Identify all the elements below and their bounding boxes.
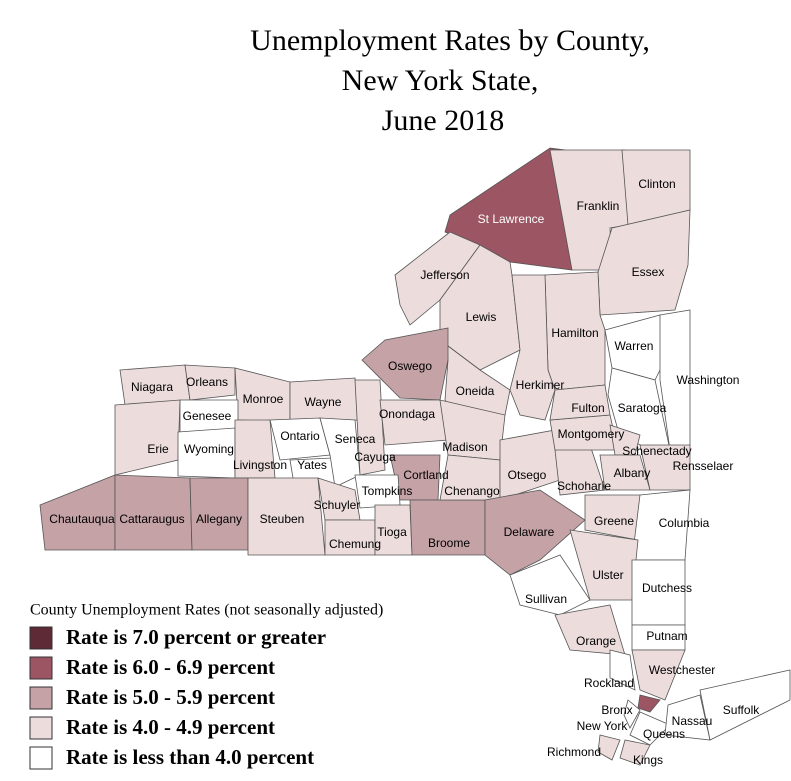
- county-label: Wyoming: [184, 442, 234, 456]
- legend-label: Rate is 6.0 - 6.9 percent: [66, 655, 275, 679]
- county: [114, 399, 181, 476]
- county: [184, 364, 236, 401]
- legend-swatch: [29, 686, 53, 710]
- county-label: Niagara: [131, 380, 173, 394]
- county-label: Rockland: [584, 676, 634, 690]
- county-label: Cortland: [403, 468, 448, 482]
- county-label: Washington: [677, 373, 740, 387]
- county-label: Schuyler: [314, 498, 361, 512]
- county-label: Tompkins: [362, 484, 413, 498]
- county: [631, 649, 686, 701]
- county-label: Chautauqua: [49, 512, 115, 526]
- county-label: Albany: [614, 466, 651, 480]
- county-label: Rensselaer: [673, 459, 734, 473]
- county-label: Monroe: [243, 392, 284, 406]
- county: [699, 669, 791, 741]
- county-label: Kings: [633, 753, 663, 767]
- county-label: Westchester: [649, 663, 715, 677]
- county: [509, 554, 591, 616]
- county-label: Herkimer: [516, 378, 565, 392]
- county-label: Oswego: [388, 359, 432, 373]
- county-label: Wayne: [305, 395, 342, 409]
- counties: [39, 147, 791, 766]
- county-label: Chemung: [329, 537, 381, 551]
- county-label: Suffolk: [723, 703, 760, 717]
- county-label: Ontario: [280, 429, 320, 443]
- county-label: Bronx: [601, 703, 632, 717]
- county-label: Ulster: [592, 568, 623, 582]
- county-label: Erie: [147, 442, 169, 456]
- title-line: June 2018: [382, 104, 505, 137]
- county-label: Oneida: [456, 384, 495, 398]
- county-label: Essex: [632, 265, 665, 279]
- county-label: Madison: [442, 440, 487, 454]
- county-label: Clinton: [638, 177, 675, 191]
- county-label: Saratoga: [618, 401, 667, 415]
- county-label: Greene: [594, 514, 634, 528]
- legend-label: Rate is less than 4.0 percent: [66, 745, 314, 769]
- county: [549, 384, 611, 421]
- legend: Rate is 7.0 percent or greater Rate is 6.…: [29, 625, 326, 770]
- county: [623, 699, 641, 729]
- legend-label: Rate is 5.0 - 5.9 percent: [66, 685, 275, 709]
- county-label: Orange: [576, 634, 616, 648]
- legend-swatch: [29, 716, 53, 740]
- county: [354, 379, 386, 476]
- county-label: New York: [577, 719, 629, 733]
- county: [609, 649, 636, 691]
- county-label: Franklin: [577, 199, 620, 213]
- county-label: Cattaraugus: [119, 512, 184, 526]
- legend-label: Rate is 7.0 percent or greater: [66, 625, 326, 649]
- county-label: Warren: [615, 339, 654, 353]
- county-label: Montgomery: [558, 427, 625, 441]
- legend-swatch: [29, 626, 53, 650]
- county: [319, 417, 361, 488]
- county-label: Orleans: [186, 375, 228, 389]
- county-label: Richmond: [547, 745, 601, 759]
- county-label: Allegany: [196, 512, 242, 526]
- legend-title: County Unemployment Rates (not seasonall…: [30, 602, 383, 619]
- county-label: Nassau: [672, 714, 713, 728]
- county-label: Queens: [643, 727, 685, 741]
- county-label: Onondaga: [379, 407, 435, 421]
- legend-label: Rate is 4.0 - 4.9 percent: [66, 715, 275, 739]
- county: [509, 274, 556, 421]
- county-label: Tioga: [377, 525, 407, 539]
- county-label: Dutchess: [642, 581, 692, 595]
- county-label: Otsego: [508, 468, 547, 482]
- county: [499, 429, 561, 501]
- county-label: Sullivan: [525, 592, 567, 606]
- county: [361, 327, 449, 401]
- county-label: Delaware: [504, 525, 555, 539]
- county-label: Columbia: [659, 516, 710, 530]
- county-label: Lewis: [466, 310, 497, 324]
- county-label: Cayuga: [354, 450, 396, 464]
- county: [484, 489, 586, 576]
- county-label: Livingston: [233, 458, 287, 472]
- county-label: Hamilton: [551, 326, 598, 340]
- county-label: Seneca: [335, 432, 376, 446]
- county-label: Broome: [428, 536, 470, 550]
- county-label: Schenectady: [622, 444, 691, 458]
- title-line: New York State,: [342, 64, 539, 97]
- county: [619, 739, 651, 766]
- county-label: Genesee: [183, 409, 232, 423]
- county-label: Fulton: [571, 401, 604, 415]
- county: [637, 694, 661, 713]
- county-label: Jefferson: [420, 268, 469, 282]
- legend-swatch: [29, 656, 53, 680]
- county: [597, 734, 621, 761]
- county: [439, 244, 521, 371]
- county-labels: St Lawrence Franklin Clinton Essex Jefferson…: [49, 177, 760, 767]
- county-label: Steuben: [260, 512, 305, 526]
- county-label: Yates: [297, 458, 327, 472]
- county-label: Chenango: [444, 484, 500, 498]
- title-line: Unemployment Rates by County,: [250, 24, 650, 57]
- legend-swatch: [29, 746, 53, 770]
- county-label: Putnam: [646, 629, 687, 643]
- county-label: St Lawrence: [478, 212, 545, 226]
- county-label: Schoharie: [557, 479, 611, 493]
